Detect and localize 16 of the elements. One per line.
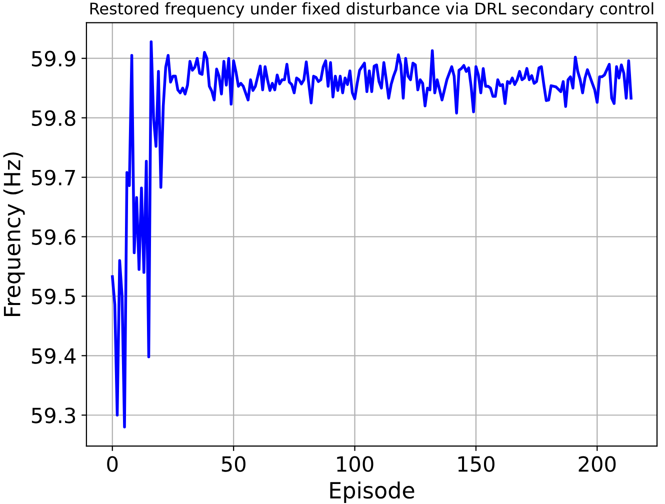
y-tick-label: 59.9: [32, 50, 76, 67]
chart-title: Restored frequency under fixed disturbance via DRL secondary control: [90, 2, 654, 18]
y-tick-label: 59.7: [32, 170, 75, 186]
y-tick-label: 59.4: [32, 348, 76, 364]
y-tick-label: 59.6: [32, 229, 76, 245]
x-tick-label: 200: [578, 456, 616, 472]
line-series: [110, 40, 632, 428]
y-tick-label: 59.8: [32, 110, 76, 126]
x-tick-label: 50: [222, 456, 246, 472]
x-tick-label: 0: [107, 456, 118, 472]
y-axis-title: Frequency (Hz): [3, 152, 25, 316]
y-tick-label: 59.5: [32, 288, 75, 304]
x-tick-label: 100: [337, 456, 374, 472]
x-axis-title: Episode: [330, 481, 414, 503]
x-tick-label: 150: [458, 456, 494, 472]
y-tick-label: 59.3: [32, 408, 76, 424]
